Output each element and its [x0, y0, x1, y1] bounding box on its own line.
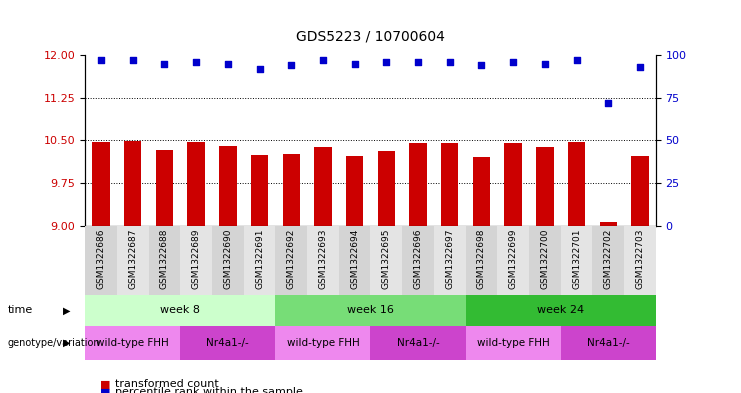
Bar: [187, 141, 205, 226]
Text: GDS5223 / 10700604: GDS5223 / 10700604: [296, 29, 445, 43]
Text: wild-type FHH: wild-type FHH: [476, 338, 550, 348]
Point: [159, 61, 170, 67]
Bar: [149, 226, 180, 295]
Text: ■: ■: [100, 379, 110, 389]
Text: GSM1322692: GSM1322692: [287, 229, 296, 289]
Bar: [529, 226, 561, 295]
Text: genotype/variation: genotype/variation: [7, 338, 100, 348]
Bar: [339, 226, 370, 295]
Point: [127, 57, 139, 63]
Text: GSM1322686: GSM1322686: [96, 229, 105, 289]
Text: GSM1322688: GSM1322688: [160, 229, 169, 289]
Point: [349, 61, 361, 67]
Bar: [93, 142, 110, 226]
Point: [285, 62, 297, 68]
Bar: [409, 143, 427, 226]
Bar: [251, 155, 268, 226]
Bar: [282, 154, 300, 226]
Bar: [505, 143, 522, 226]
Point: [380, 59, 392, 65]
Bar: [180, 326, 276, 360]
Text: GSM1322687: GSM1322687: [128, 229, 137, 289]
Point: [634, 64, 646, 70]
Text: Nr4a1-/-: Nr4a1-/-: [587, 338, 630, 348]
Bar: [497, 226, 529, 295]
Text: wild-type FHH: wild-type FHH: [287, 338, 359, 348]
Bar: [156, 150, 173, 226]
Point: [317, 57, 329, 63]
Text: GSM1322694: GSM1322694: [350, 229, 359, 289]
Bar: [244, 226, 276, 295]
Point: [222, 61, 233, 67]
Point: [95, 57, 107, 63]
Point: [507, 59, 519, 65]
Text: transformed count: transformed count: [115, 379, 219, 389]
Text: time: time: [7, 305, 33, 316]
Bar: [276, 295, 465, 326]
Bar: [599, 222, 617, 226]
Point: [444, 59, 456, 65]
Text: GSM1322698: GSM1322698: [477, 229, 486, 289]
Point: [476, 62, 488, 68]
Text: week 8: week 8: [160, 305, 200, 316]
Text: GSM1322697: GSM1322697: [445, 229, 454, 289]
Text: Nr4a1-/-: Nr4a1-/-: [396, 338, 439, 348]
Point: [412, 59, 424, 65]
Bar: [85, 326, 180, 360]
Bar: [314, 147, 332, 226]
Bar: [219, 146, 236, 226]
Bar: [180, 226, 212, 295]
Bar: [465, 226, 497, 295]
Text: ■: ■: [100, 387, 110, 393]
Bar: [378, 151, 395, 226]
Bar: [465, 326, 561, 360]
Bar: [346, 156, 363, 226]
Text: GSM1322696: GSM1322696: [413, 229, 422, 289]
Point: [190, 59, 202, 65]
Bar: [212, 226, 244, 295]
Text: GSM1322702: GSM1322702: [604, 229, 613, 289]
Point: [602, 100, 614, 106]
Text: week 24: week 24: [537, 305, 584, 316]
Text: wild-type FHH: wild-type FHH: [96, 338, 169, 348]
Point: [539, 61, 551, 67]
Text: GSM1322689: GSM1322689: [192, 229, 201, 289]
Point: [571, 57, 582, 63]
Text: Nr4a1-/-: Nr4a1-/-: [207, 338, 249, 348]
Bar: [307, 226, 339, 295]
Text: GSM1322690: GSM1322690: [223, 229, 233, 289]
Bar: [561, 226, 592, 295]
Bar: [370, 326, 465, 360]
Bar: [370, 226, 402, 295]
Text: GSM1322691: GSM1322691: [255, 229, 264, 289]
Text: ▶: ▶: [63, 305, 70, 316]
Text: GSM1322700: GSM1322700: [540, 229, 549, 289]
Bar: [85, 295, 276, 326]
Bar: [402, 226, 434, 295]
Bar: [85, 226, 117, 295]
Bar: [124, 141, 142, 226]
Bar: [561, 326, 656, 360]
Text: GSM1322699: GSM1322699: [508, 229, 518, 289]
Bar: [473, 157, 490, 226]
Bar: [441, 143, 459, 226]
Bar: [276, 226, 307, 295]
Text: GSM1322701: GSM1322701: [572, 229, 581, 289]
Bar: [276, 326, 370, 360]
Bar: [434, 226, 465, 295]
Text: GSM1322695: GSM1322695: [382, 229, 391, 289]
Text: ▶: ▶: [63, 338, 70, 348]
Text: GSM1322703: GSM1322703: [636, 229, 645, 289]
Bar: [117, 226, 149, 295]
Text: week 16: week 16: [347, 305, 394, 316]
Bar: [624, 226, 656, 295]
Bar: [631, 156, 648, 226]
Bar: [568, 141, 585, 226]
Bar: [536, 147, 554, 226]
Text: GSM1322693: GSM1322693: [319, 229, 328, 289]
Bar: [465, 295, 656, 326]
Text: percentile rank within the sample: percentile rank within the sample: [115, 387, 303, 393]
Bar: [592, 226, 624, 295]
Point: [253, 66, 265, 72]
